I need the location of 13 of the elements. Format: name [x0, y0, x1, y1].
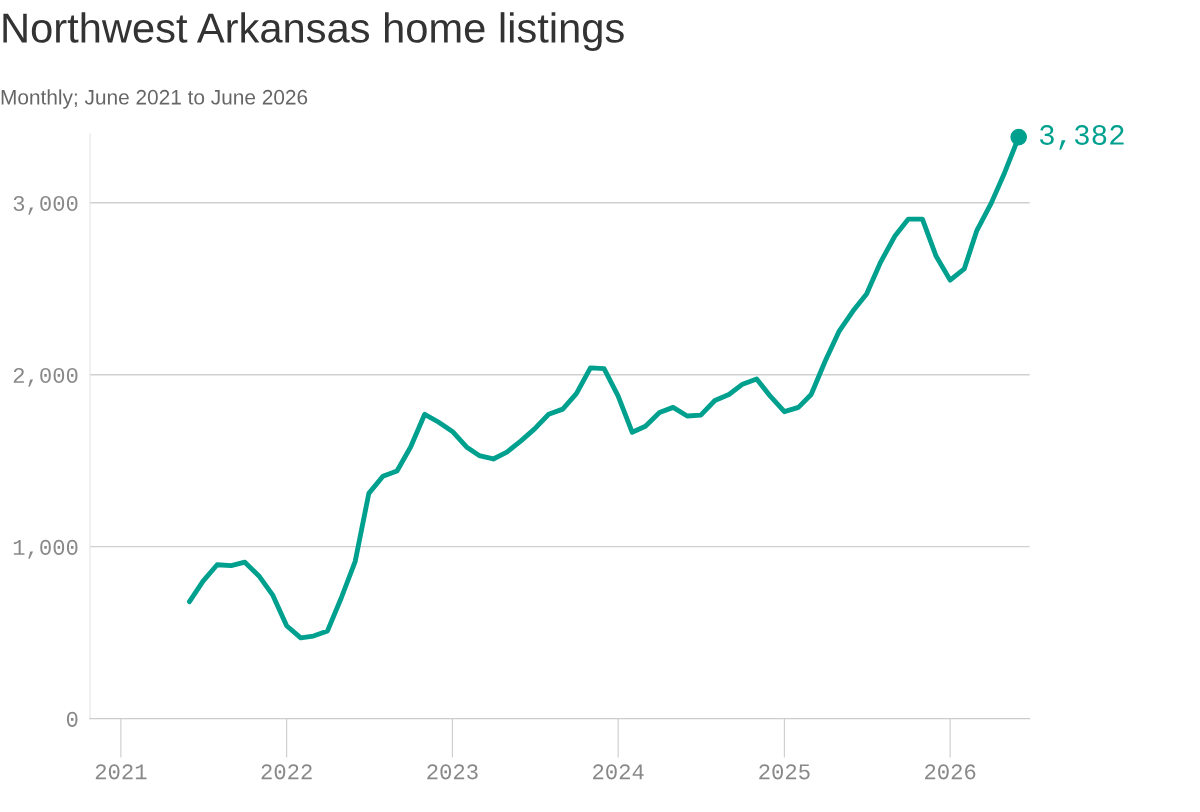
- x-tick-label: 2025: [759, 764, 810, 780]
- x-tick-label: 2024: [593, 764, 644, 780]
- y-tick-label: 1,000: [13, 539, 78, 559]
- chart-subtitle: Monthly; June 2021 to June 2026: [1, 89, 308, 109]
- y-tick-label: 0: [66, 711, 78, 727]
- x-tick-label: 2026: [925, 764, 976, 780]
- x-tick-label: 2022: [261, 764, 312, 780]
- chart-title: Northwest Arkansas home listings: [3, 12, 624, 52]
- x-tick-label: 2023: [427, 764, 478, 780]
- annotation: 3,382: [1039, 125, 1124, 150]
- x-tick-label: 2021: [95, 764, 147, 780]
- y-tick-label: 2,000: [13, 367, 78, 387]
- y-tick-label: 3,000: [13, 195, 78, 215]
